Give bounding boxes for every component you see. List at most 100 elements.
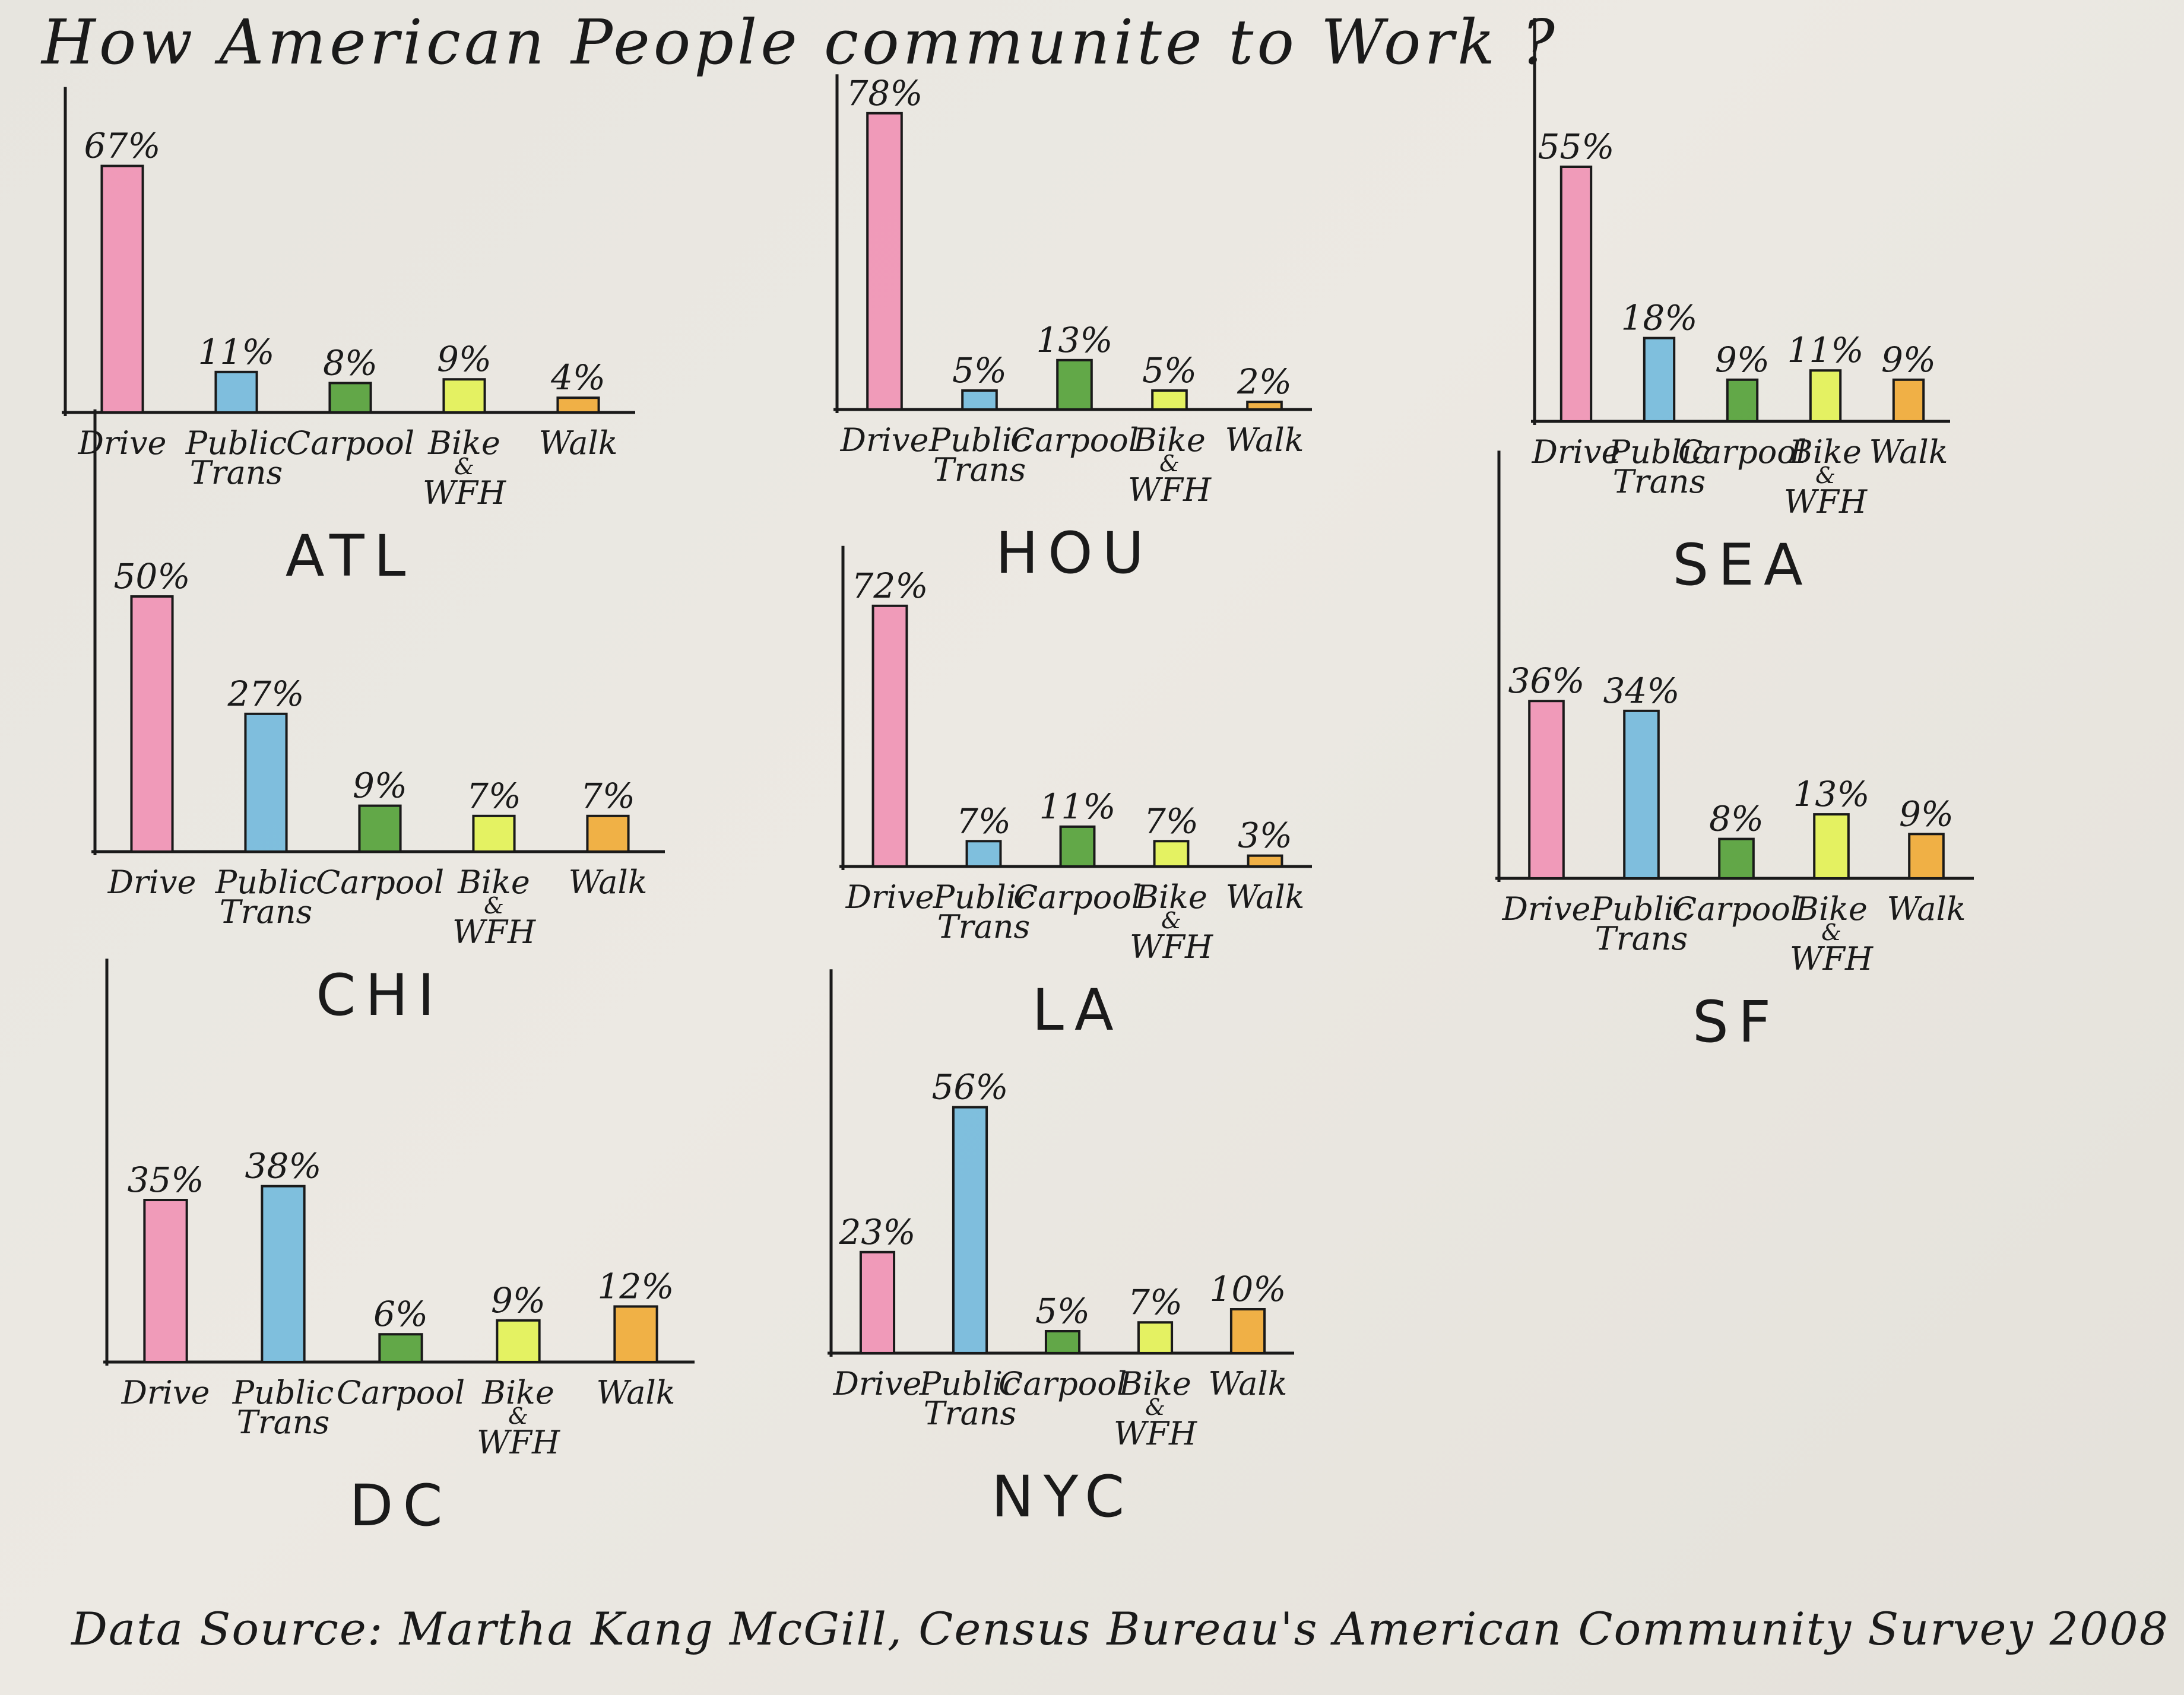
value-label: 7% bbox=[581, 776, 635, 816]
value-label: 7% bbox=[1144, 801, 1199, 841]
category-label: Bike & WFH bbox=[1790, 890, 1874, 977]
category-label: Walk bbox=[539, 424, 618, 462]
category-label: Bike & WFH bbox=[1128, 421, 1212, 509]
bar-carpool bbox=[328, 382, 372, 414]
category-label: Drive bbox=[1532, 433, 1621, 471]
city-label: ATL bbox=[286, 523, 415, 589]
category-label: Bike & WFH bbox=[1130, 878, 1213, 966]
category-label: Public Trans bbox=[215, 864, 316, 931]
category-label: Public Trans bbox=[933, 878, 1034, 945]
bar-public-trans bbox=[952, 1106, 988, 1354]
value-label: 38% bbox=[245, 1146, 322, 1186]
category-label: Carpool bbox=[1010, 421, 1139, 459]
bar-drive bbox=[859, 1250, 896, 1355]
category-label: Drive bbox=[840, 421, 929, 459]
value-label: 11% bbox=[198, 332, 275, 372]
category-label: Drive bbox=[107, 864, 196, 901]
value-label: 7% bbox=[1128, 1282, 1183, 1322]
bar-public-trans bbox=[261, 1185, 306, 1363]
bar-bike-and-wfh bbox=[442, 378, 486, 414]
bar-walk bbox=[1908, 833, 1945, 880]
bar-public-trans bbox=[244, 712, 288, 853]
value-label: 67% bbox=[84, 126, 161, 166]
value-label: 5% bbox=[1142, 350, 1197, 391]
bar-drive bbox=[143, 1199, 188, 1363]
bar-drive bbox=[871, 604, 908, 868]
bar-bike-and-wfh bbox=[1813, 813, 1850, 880]
category-label: Bike & WFH bbox=[423, 424, 506, 512]
city-label: SF bbox=[1692, 989, 1780, 1055]
category-label: Walk bbox=[1887, 890, 1966, 928]
city-label: NYC bbox=[991, 1464, 1134, 1530]
value-label: 11% bbox=[1787, 330, 1864, 370]
value-label: 9% bbox=[1881, 339, 1936, 380]
bar-walk bbox=[1892, 378, 1925, 423]
category-label: Carpool bbox=[337, 1374, 465, 1411]
value-label: 56% bbox=[932, 1067, 1009, 1107]
value-label: 2% bbox=[1237, 361, 1292, 402]
value-label: 50% bbox=[114, 556, 191, 596]
bar-drive bbox=[1528, 700, 1565, 880]
value-label: 35% bbox=[128, 1160, 204, 1200]
bar-public-trans bbox=[1643, 337, 1676, 423]
value-label: 5% bbox=[952, 350, 1007, 391]
value-label: 11% bbox=[1039, 786, 1116, 827]
category-label: Bike & WFH bbox=[477, 1374, 560, 1461]
category-label: Walk bbox=[569, 864, 648, 901]
value-label: 55% bbox=[1538, 126, 1615, 167]
bar-carpool bbox=[1718, 837, 1755, 880]
chart-chi: 50% Drive 27% Public Trans 9% Carpool 7% Bike & WF… bbox=[91, 409, 665, 1029]
value-label: 9% bbox=[491, 1280, 546, 1321]
bar-bike-and-wfh bbox=[472, 814, 516, 853]
category-label: Public Trans bbox=[185, 424, 287, 491]
bar-carpool bbox=[378, 1333, 423, 1363]
bar-bike-and-wfh bbox=[1153, 840, 1190, 868]
category-label: Drive bbox=[121, 1374, 210, 1411]
value-label: 10% bbox=[1210, 1269, 1286, 1309]
bar-bike-and-wfh bbox=[496, 1319, 541, 1364]
value-label: 36% bbox=[1508, 661, 1585, 701]
category-label: Walk bbox=[597, 1374, 676, 1411]
bar-walk bbox=[586, 814, 630, 853]
bar-walk bbox=[1247, 854, 1283, 868]
category-label: Carpool bbox=[999, 1365, 1127, 1402]
chart-dc: 35% Drive 38% Public Trans 6% Carpool 9% Bike & WF… bbox=[103, 958, 695, 1539]
category-label: Walk bbox=[1869, 433, 1948, 471]
value-label: 9% bbox=[1899, 793, 1954, 834]
city-label: HOU bbox=[996, 520, 1153, 586]
category-label: Drive bbox=[833, 1365, 922, 1402]
value-label: 6% bbox=[373, 1294, 428, 1334]
category-label: Public Trans bbox=[232, 1374, 334, 1441]
bar-public-trans bbox=[214, 370, 258, 414]
chart-nyc: 23% Drive 56% Public Trans 5% Carpool 7% Bike & WF… bbox=[828, 969, 1294, 1530]
bar-drive bbox=[100, 164, 144, 414]
bar-public-trans bbox=[965, 840, 1002, 868]
value-label: 9% bbox=[1715, 339, 1770, 380]
value-label: 9% bbox=[437, 339, 492, 379]
bar-walk bbox=[1246, 401, 1283, 411]
bar-carpool bbox=[1056, 358, 1093, 411]
bar-bike-and-wfh bbox=[1137, 1321, 1174, 1354]
value-label: 34% bbox=[1603, 671, 1680, 711]
value-label: 12% bbox=[598, 1266, 674, 1306]
bar-bike-and-wfh bbox=[1151, 389, 1188, 411]
bar-public-trans bbox=[1623, 709, 1660, 880]
bar-drive bbox=[130, 595, 174, 853]
category-label: Carpool bbox=[1013, 878, 1142, 916]
category-label: Drive bbox=[78, 424, 167, 462]
bar-drive bbox=[1559, 166, 1593, 423]
city-label: DC bbox=[350, 1472, 452, 1539]
category-label: Public Trans bbox=[1590, 890, 1692, 957]
value-label: 13% bbox=[1793, 774, 1870, 814]
value-label: 9% bbox=[353, 766, 407, 806]
data-source-note: Data Source: Martha Kang McGill, Census … bbox=[71, 1602, 2170, 1655]
category-label: Walk bbox=[1225, 421, 1304, 459]
value-label: 8% bbox=[323, 342, 378, 383]
bar-bike-and-wfh bbox=[1809, 369, 1842, 423]
category-label: Carpool bbox=[286, 424, 414, 462]
bar-public-trans bbox=[961, 389, 998, 411]
category-label: Drive bbox=[1502, 890, 1591, 928]
